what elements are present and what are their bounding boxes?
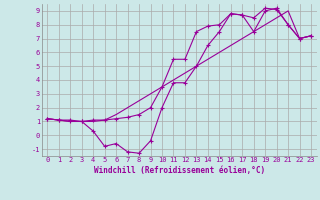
X-axis label: Windchill (Refroidissement éolien,°C): Windchill (Refroidissement éolien,°C)	[94, 166, 265, 175]
